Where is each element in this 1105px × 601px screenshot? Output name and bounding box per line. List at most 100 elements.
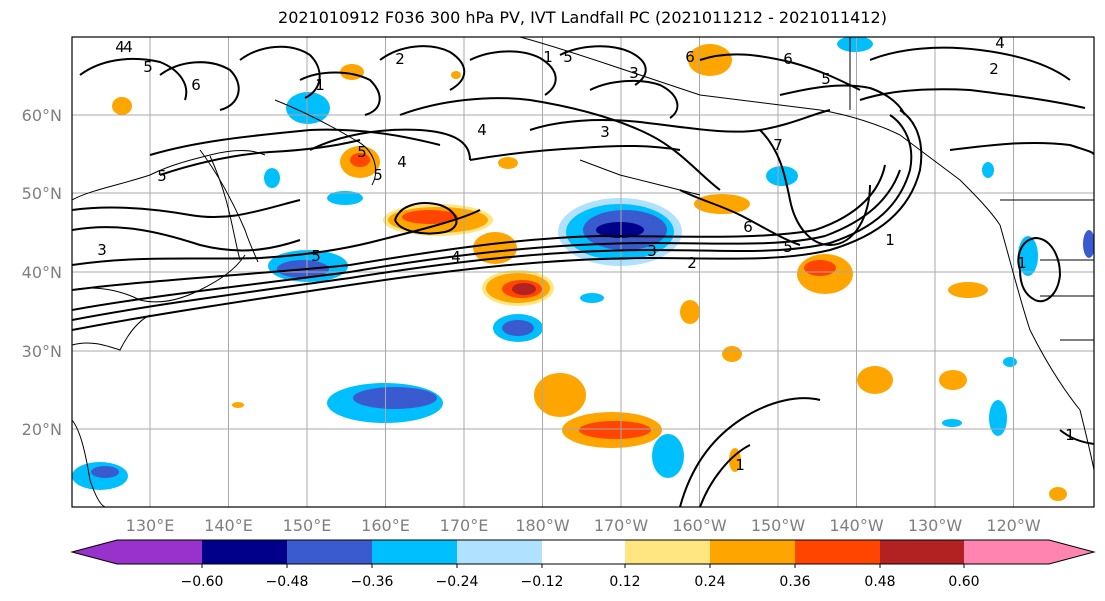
jet-contour [72,199,301,219]
jet-contour [559,45,647,86]
contour-label: 6 [191,76,201,94]
neg-anomaly [766,166,798,186]
colorbar-tick-label: 0.24 [694,574,725,590]
neg-anomaly [837,37,873,52]
colorbar-segment [287,540,372,564]
jet-contour [72,164,886,291]
colorbar-segment [202,540,287,564]
colorbar-tick-label: 0.48 [864,574,895,590]
contour-label: 5 [311,247,321,265]
colorbar-extend-low [72,540,117,564]
lat-label: 20°N [22,420,62,439]
colorbar-segment [117,540,202,564]
lat-label: 50°N [22,184,62,203]
colorbar-ticks [201,564,965,568]
contour-label: 6 [783,50,793,68]
pv-contours [72,45,1094,507]
pos-anomaly [473,232,517,264]
jet-contour [469,144,681,161]
colorbar-tick-label: −0.36 [351,574,394,590]
colorbar-segment [880,540,964,564]
coastlines [72,37,1094,507]
contour-label: 2 [687,254,697,272]
contour-label: 3 [600,123,610,141]
lon-label: 160°W [672,516,727,535]
lon-label: 140°W [829,516,884,535]
contour-label: 1 [1017,254,1027,272]
pos-anomaly [722,346,742,362]
colorbar-segment [710,540,795,564]
neg-anomaly [502,320,534,336]
jet-contour [159,139,361,176]
jet-contour [394,202,458,235]
colorbar-tick-label: −0.24 [436,574,479,590]
contour-label: 4 [115,38,125,56]
positive-pv-shading [112,44,1067,501]
gridlines [72,37,1094,507]
contour-label: 3 [647,242,657,260]
jet-contour [859,88,1086,109]
neg-anomaly [580,293,604,303]
pos-anomaly [112,97,132,115]
lon-label: 170°W [594,516,649,535]
jet-contour [309,128,471,161]
pos-anomaly [1049,487,1067,501]
contour-label: 2 [395,50,405,68]
jet-contour [589,79,679,119]
jet-contour [759,129,871,247]
pos-anomaly [232,402,244,408]
contour-label: 5 [783,238,793,256]
lon-label: 180°W [515,516,570,535]
pos-anomaly [534,373,586,417]
neg-anomaly [652,434,684,478]
pos-anomaly [939,370,967,390]
lon-label: 140°E [204,516,253,535]
neg-anomaly [327,191,363,205]
contour-label: 4 [123,38,133,56]
contour-label: 5 [821,70,831,88]
jet-contour [469,50,557,96]
colorbar-segment [625,540,710,564]
map-content: 4 5 6 2 1 1 5 6 3 5 4 3 2 3 4 4 5 5 4 1 … [72,37,1094,507]
contour-label: 5 [373,166,383,184]
neg-anomaly [1083,230,1094,258]
jet-contour [529,109,831,133]
lon-label: 170°E [440,516,489,535]
colorbar-segment [964,540,1049,564]
negative-pv-shading [72,37,1094,490]
neg-anomaly [596,222,644,238]
lon-label: 120°W [986,516,1041,535]
lat-label: 40°N [22,263,62,282]
pos-anomaly [680,300,700,324]
lat-label: 30°N [22,342,62,361]
contour-label: 5 [157,167,167,185]
lon-label: 130°E [126,516,175,535]
map-frame [71,36,1095,508]
jet-contour [1059,429,1094,445]
contour-label: 3 [629,64,639,82]
colorbar-extend-high [1049,540,1094,564]
jet-contour [239,45,321,99]
contour-label: 1 [885,231,895,249]
jet-contour [399,97,721,191]
pos-anomaly [498,157,518,169]
lat-label: 60°N [22,106,62,125]
jet-contour [159,61,240,111]
jet-contour [79,57,188,101]
jet-contour [379,45,466,91]
neg-anomaly [982,162,994,178]
colorbar-tick-label: 0.12 [609,574,640,590]
colorbar-segment [457,540,542,564]
neg-anomaly [942,419,962,427]
lon-label: 160°E [361,516,410,535]
contour-label: 3 [97,241,107,259]
jet-contour [679,397,821,507]
contour-labels: 4 5 6 2 1 1 5 6 3 5 4 3 2 3 4 4 5 5 4 1 … [97,37,1075,474]
jet-contour [72,114,913,321]
contour-label: 1 [315,76,325,94]
jet-contour [1017,236,1062,303]
longitude-labels: 130°E 140°E 150°E 160°E 170°E 180°W 170°… [126,516,1041,535]
jet-contour [699,444,751,507]
contour-label: 5 [143,58,153,76]
